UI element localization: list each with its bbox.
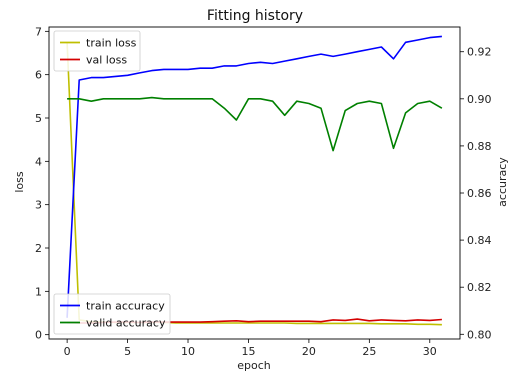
x-tick-label: 30 <box>423 345 437 358</box>
y-left-tick-label: 3 <box>35 199 42 212</box>
y-right-tick-label: 0.84 <box>467 234 492 247</box>
x-tick-label: 5 <box>124 345 131 358</box>
y-left-tick-label: 6 <box>35 69 42 82</box>
y-right-tick-label: 0.86 <box>467 187 492 200</box>
y-right-tick-label: 0.82 <box>467 281 492 294</box>
y-left-tick-label: 5 <box>35 112 42 125</box>
plot-frame <box>48 26 461 340</box>
axes: 0 5 10 15 20 25 30 0 1 2 3 4 5 6 7 0.80 0.82 0.84 0.86 0.88… <box>35 25 492 358</box>
y-left-tick-label: 0 <box>35 329 42 342</box>
y-left-tick-label: 1 <box>35 285 42 298</box>
y-left-tick-label: 7 <box>35 25 42 38</box>
legend-label: valid accuracy <box>86 317 166 330</box>
x-tick-label: 0 <box>64 345 71 358</box>
series-line-valid-accuracy <box>67 96 443 152</box>
chart-title: Fitting history <box>207 8 303 24</box>
legend-lower-left: train accuracy valid accuracy <box>53 293 171 335</box>
y-left-tick-label: 2 <box>35 242 42 255</box>
y-right-tick-label: 0.90 <box>467 93 492 106</box>
x-tick-label: 15 <box>241 345 255 358</box>
legend-box <box>53 293 171 335</box>
y-axis-right-label: accuracy <box>496 157 509 207</box>
legends: train loss val loss train accuracy valid ac… <box>53 30 171 335</box>
y-axis-left-label: loss <box>13 171 26 193</box>
x-tick-label: 25 <box>362 345 376 358</box>
x-tick-label: 20 <box>302 345 316 358</box>
legend-label: train accuracy <box>86 300 165 313</box>
legend-label: val loss <box>86 54 127 67</box>
series-line-train-accuracy <box>66 35 442 318</box>
y-left-tick-label: 4 <box>35 155 42 168</box>
plot-area <box>66 35 443 326</box>
series-line-train-loss <box>66 42 442 326</box>
legend-box <box>53 30 141 72</box>
x-axis-label: epoch <box>237 359 271 372</box>
x-tick-label: 10 <box>181 345 195 358</box>
y-right-tick-label: 0.80 <box>467 328 492 341</box>
legend-label: train loss <box>86 37 137 50</box>
y-right-tick-label: 0.88 <box>467 140 492 153</box>
y-right-tick-label: 0.92 <box>467 46 492 59</box>
legend-upper-left: train loss val loss <box>53 30 141 72</box>
